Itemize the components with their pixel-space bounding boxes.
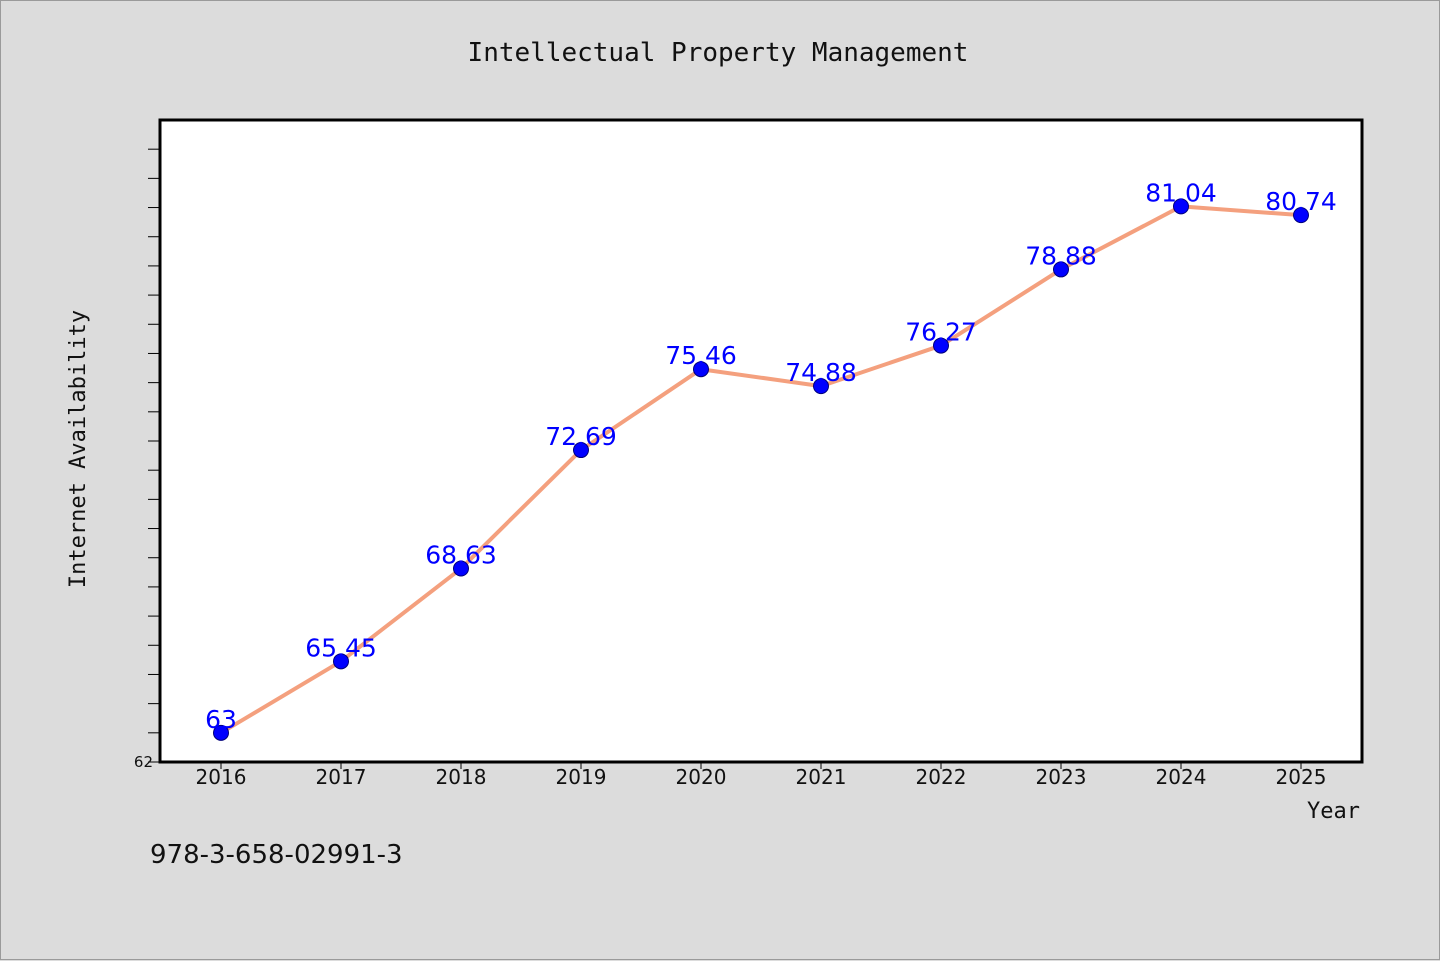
y-axis-ticks — [148, 148, 160, 763]
data-label: 80.74 — [1265, 187, 1337, 216]
footer-isbn-text: 978-3-658-02991-3 — [150, 840, 403, 870]
data-label: 76.27 — [905, 318, 977, 347]
data-point-marker — [693, 361, 709, 378]
series-line — [219, 204, 1303, 735]
y-axis-label: Internet Availability — [66, 310, 91, 588]
data-point-marker — [813, 378, 829, 395]
x-tick-label: 2020 — [676, 765, 727, 789]
x-tick-label: 2019 — [556, 765, 607, 789]
data-point-marker — [933, 337, 949, 354]
data-label: 63 — [205, 705, 237, 734]
y-tick-label-min: 62 — [134, 753, 153, 771]
x-tick-label: 2016 — [196, 765, 247, 789]
data-point-marker — [333, 653, 349, 670]
x-tick-label: 2023 — [1036, 765, 1087, 789]
series-group: 63 65.45 68.63 72.69 75.46 74.88 76.27 78.88 81.… — [205, 178, 1337, 741]
x-tick-label: 2022 — [916, 765, 967, 789]
x-tick-label: 2025 — [1276, 765, 1327, 789]
plot-area — [158, 118, 1364, 764]
x-axis-ticks: 2016 2017 2018 2019 2020 2021 2022 2023 2024 2025 — [196, 762, 1327, 789]
data-label: 74.88 — [785, 358, 857, 387]
x-tick-label: 2021 — [796, 765, 847, 789]
x-tick-label: 2017 — [316, 765, 367, 789]
data-point-marker — [1053, 261, 1069, 278]
x-axis-label: Year — [1307, 799, 1360, 824]
data-point-marker — [213, 724, 229, 741]
x-tick-label: 2018 — [436, 765, 487, 789]
data-point-marker — [573, 442, 589, 459]
data-point-marker — [1173, 198, 1189, 215]
data-point-marker — [1293, 207, 1309, 224]
data-label: 65.45 — [305, 633, 377, 662]
data-label: 68.63 — [425, 541, 497, 570]
data-label: 72.69 — [545, 422, 617, 451]
chart-title: Intellectual Property Management — [468, 38, 969, 68]
x-tick-label: 2024 — [1156, 765, 1207, 789]
data-label: 75.46 — [665, 341, 737, 370]
data-point-marker — [453, 560, 469, 577]
data-label: 81.04 — [1145, 178, 1217, 207]
data-label: 78.88 — [1025, 241, 1097, 270]
